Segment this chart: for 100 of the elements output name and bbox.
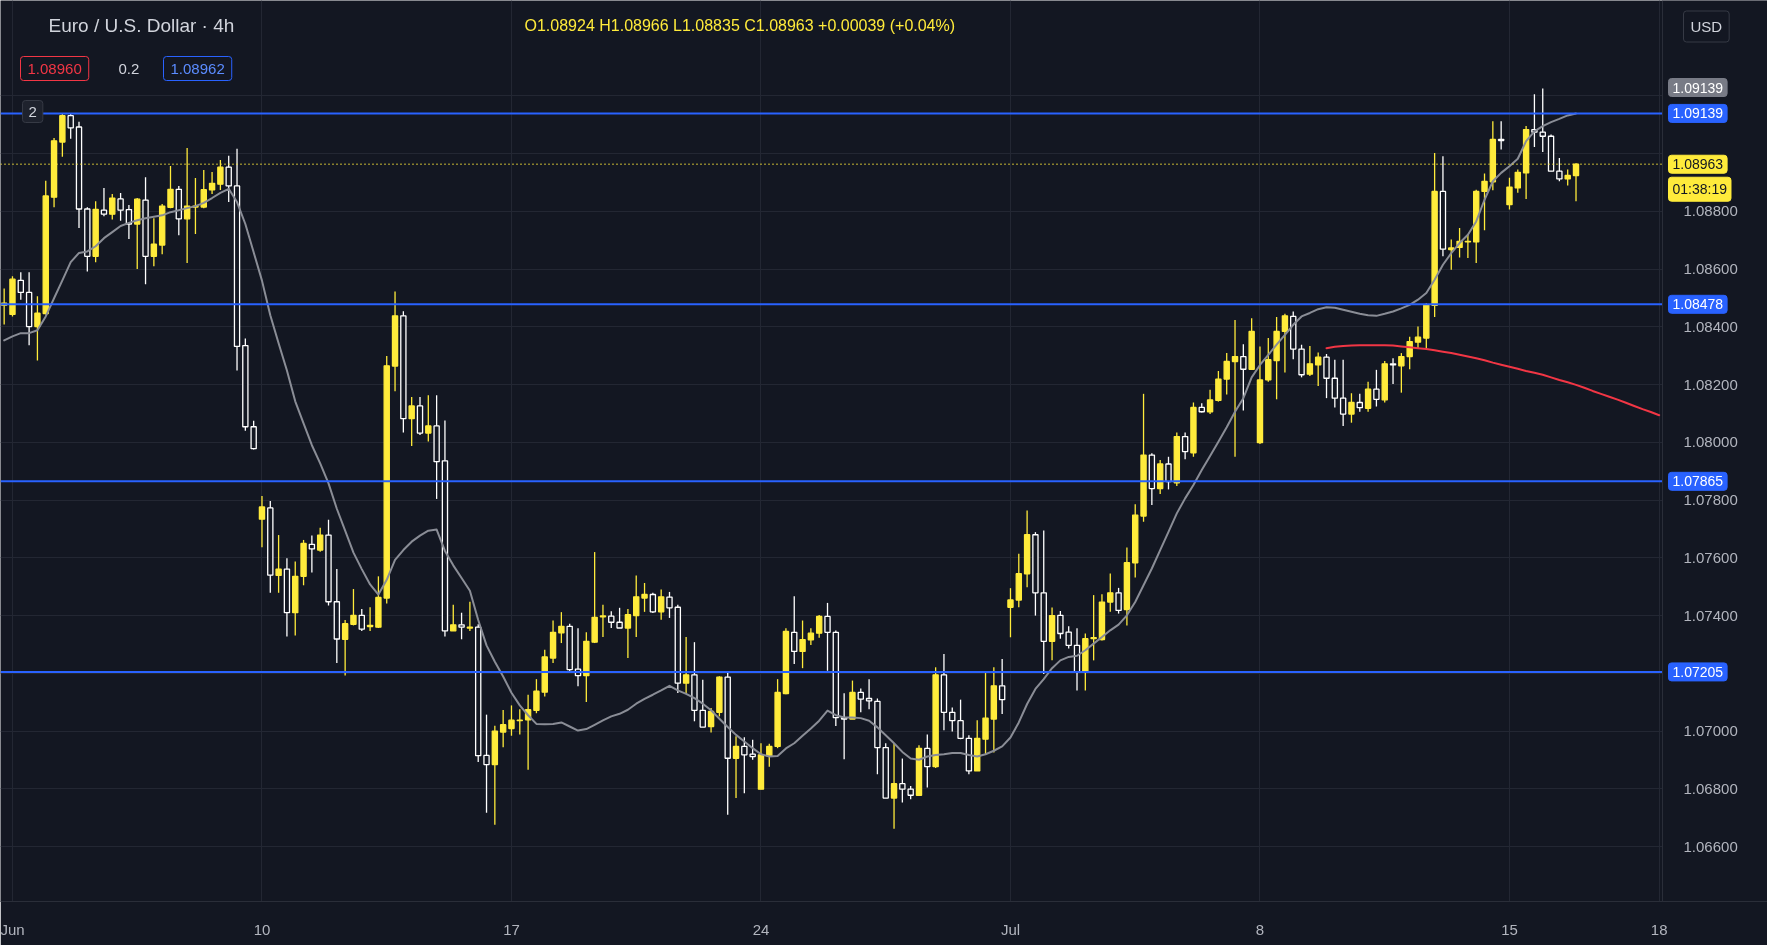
candlestick xyxy=(1231,319,1239,458)
annotation: 0.2 xyxy=(118,59,140,77)
candlestick xyxy=(533,678,540,714)
candlestick xyxy=(558,611,565,644)
candlestick xyxy=(408,396,415,447)
y-tick-label: 1.07000 xyxy=(1683,722,1738,740)
candlestick xyxy=(225,155,232,203)
candlestick xyxy=(1215,370,1222,403)
candlestick xyxy=(1331,359,1339,409)
candlestick xyxy=(308,534,316,574)
annotation: 2 xyxy=(28,102,37,120)
candlestick xyxy=(1306,345,1314,377)
candlestick xyxy=(34,295,41,362)
candlestick xyxy=(208,171,216,195)
candlestick xyxy=(657,588,665,621)
candlestick xyxy=(1240,343,1247,412)
x-tick-label: 24 xyxy=(752,920,770,938)
candlestick xyxy=(957,698,964,740)
candlestick xyxy=(1323,353,1330,399)
y-tick-label: 1.08800 xyxy=(1683,202,1738,220)
candlestick xyxy=(1364,381,1372,413)
candlestick xyxy=(458,612,465,640)
candlestick xyxy=(150,217,158,267)
candlestick xyxy=(890,742,898,830)
candlestick xyxy=(633,574,640,638)
y-tick-label: 1.07400 xyxy=(1683,606,1738,624)
candlestick xyxy=(1464,234,1472,259)
ref-line-label: 1.08478 xyxy=(1672,296,1724,313)
text: 1.09139 xyxy=(1672,79,1724,96)
y-tick-label: 1.08600 xyxy=(1683,260,1738,278)
candlestick xyxy=(358,608,365,632)
candlestick xyxy=(824,602,831,672)
ref-line-label: 1.09139 xyxy=(1672,105,1724,122)
text: O1.08924 H1.08966 L1.08835 C1.08963 +0.00039 (+0.04%) xyxy=(524,17,956,34)
candlestick xyxy=(899,757,906,804)
y-tick-label: 1.08000 xyxy=(1683,433,1738,451)
x-tick-label: 8 xyxy=(1255,920,1265,938)
ref-line-label: 1.08963 01:38:19 xyxy=(1672,156,1728,198)
candlestick xyxy=(508,704,515,737)
candlestick xyxy=(1514,168,1522,194)
annotation: 1.08962 xyxy=(170,59,225,77)
y-tick-label: 1.08200 xyxy=(1683,375,1738,393)
candlestick xyxy=(1348,392,1355,424)
candlestick xyxy=(1389,357,1397,385)
candlestick xyxy=(17,271,25,301)
candlestick xyxy=(1373,369,1380,408)
candlestick xyxy=(1206,389,1214,415)
candlestick xyxy=(516,708,524,736)
candlestick xyxy=(499,709,507,748)
annotation: 1.08960 xyxy=(27,59,82,77)
y-tick-label: 1.07800 xyxy=(1683,491,1738,509)
x-tick-label: 18 xyxy=(1650,920,1668,938)
candlestick xyxy=(67,112,74,140)
candlestick xyxy=(109,193,116,221)
candlestick xyxy=(1281,313,1289,374)
candlestick xyxy=(1181,431,1189,461)
candlestick xyxy=(1339,359,1347,427)
candlestick xyxy=(425,394,432,443)
candlestick xyxy=(100,187,108,217)
y-tick-label: 1.08400 xyxy=(1683,317,1738,335)
candlestick xyxy=(275,534,282,594)
candlestick xyxy=(117,192,124,222)
candlestick xyxy=(1090,594,1097,662)
x-tick-label: Jun xyxy=(0,920,25,938)
candlestick xyxy=(1556,157,1563,182)
candlestick xyxy=(1414,325,1422,349)
candlestick xyxy=(1107,572,1114,613)
candlestick xyxy=(450,603,457,632)
candlestick xyxy=(599,603,607,638)
ref-line-label: 1.07865 xyxy=(1672,473,1724,490)
candlestick xyxy=(924,733,931,789)
candlestick xyxy=(699,679,706,728)
y-tick-label: 1.06600 xyxy=(1683,837,1738,855)
candlestick xyxy=(791,595,798,665)
candlestick xyxy=(483,714,490,814)
candlestick xyxy=(666,591,673,619)
candlestick xyxy=(1115,587,1122,615)
candlestick xyxy=(616,607,623,629)
y-tick-label: 1.06800 xyxy=(1683,779,1738,797)
candlestick xyxy=(815,614,823,639)
ref-line-label: 1.07205 xyxy=(1672,663,1724,680)
candlestick xyxy=(799,619,806,669)
candlestick xyxy=(1506,177,1513,211)
text: USD xyxy=(1690,18,1723,35)
candlestick xyxy=(682,636,690,695)
candlestick xyxy=(857,687,864,713)
x-tick-label: 10 xyxy=(253,920,271,938)
candlestick xyxy=(1314,351,1322,387)
text: Euro / U.S. Dollar · 4h xyxy=(48,15,235,36)
candlestick xyxy=(624,608,632,659)
x-tick-label: Jul xyxy=(1000,920,1021,938)
candlestick xyxy=(350,588,357,627)
candlestick xyxy=(466,601,474,632)
candlestick xyxy=(167,165,174,209)
candlestick xyxy=(341,619,349,677)
candlestick xyxy=(316,527,324,553)
candlestick xyxy=(250,420,257,451)
candlestick xyxy=(982,672,989,755)
candlestick xyxy=(1007,587,1014,638)
x-tick-label: 15 xyxy=(1501,920,1518,938)
